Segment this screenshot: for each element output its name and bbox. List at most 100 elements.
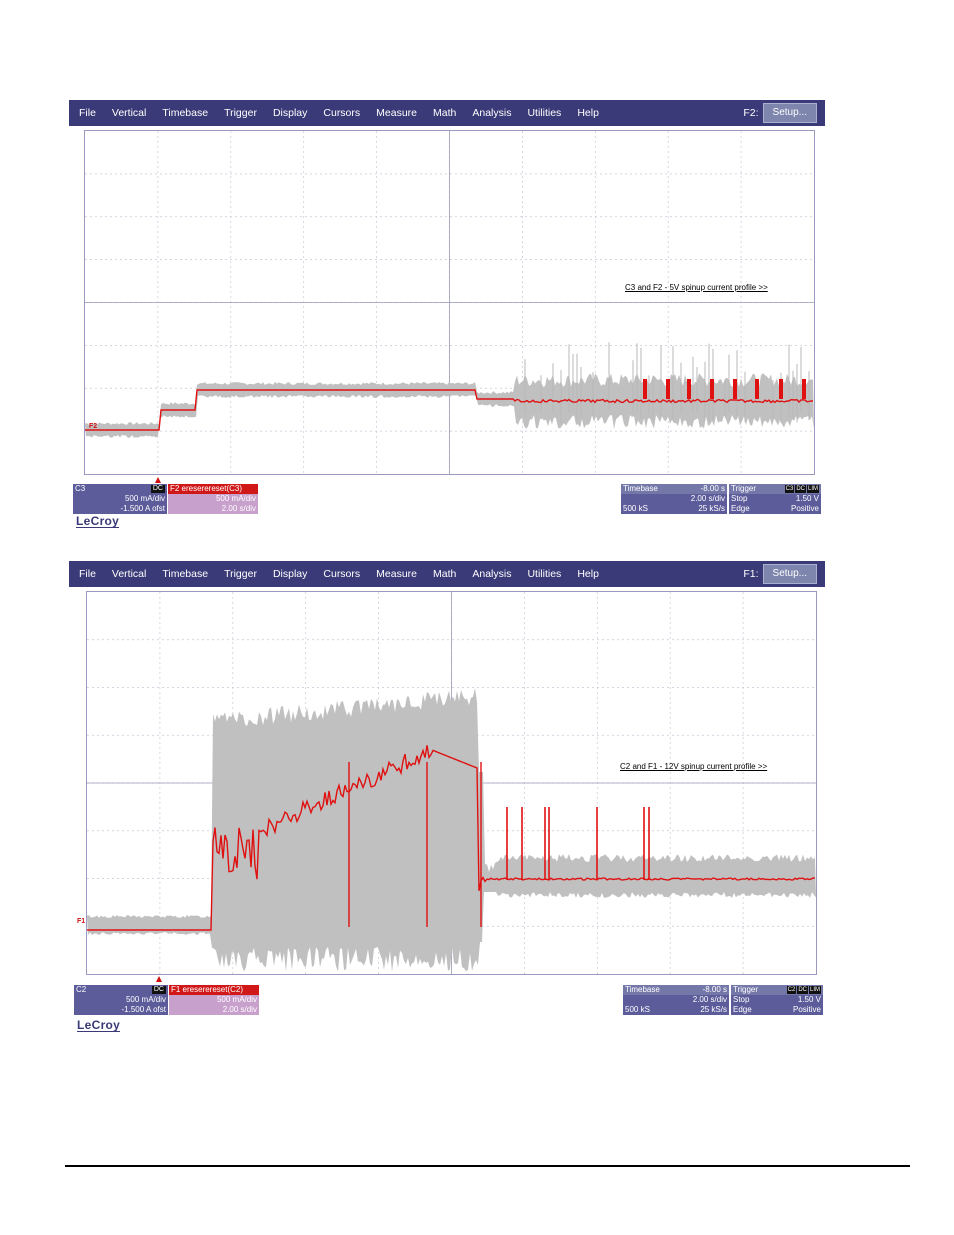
trace-pulse bbox=[643, 379, 647, 399]
trigger-type: Edge bbox=[733, 1005, 752, 1014]
trigger-tag: C2 bbox=[786, 986, 797, 994]
trace-pulse bbox=[687, 379, 691, 399]
trigger-label: Trigger bbox=[733, 985, 759, 994]
menu-cursors[interactable]: Cursors bbox=[323, 107, 361, 119]
waveform-svg bbox=[85, 131, 814, 474]
menu-trigger[interactable]: Trigger bbox=[224, 568, 257, 580]
trigger-descriptor[interactable]: Trigger C2 DC LIM Stop 1.50 V Edge Positive bbox=[731, 985, 823, 1015]
math-scale: 500 mA/div bbox=[215, 494, 256, 503]
trigger-descriptor[interactable]: Trigger C3 DC LIM Stop 1.50 V Edge Positive bbox=[729, 484, 821, 514]
timebase-descriptor[interactable]: Timebase -8.00 s 2.00 s/div 500 kS 25 kS/s bbox=[623, 985, 729, 1015]
function-label: F1: bbox=[743, 568, 759, 580]
menu-timebase[interactable]: Timebase bbox=[162, 107, 209, 119]
function-setup: F2: Setup... bbox=[743, 100, 825, 126]
setup-button[interactable]: Setup... bbox=[762, 564, 817, 584]
channel-name: C3 bbox=[75, 484, 86, 493]
timebase-rate: 25 kS/s bbox=[700, 1005, 727, 1014]
menu-bar: File Vertical Timebase Trigger Display C… bbox=[69, 561, 825, 587]
menu-math[interactable]: Math bbox=[433, 568, 457, 580]
trigger-level: 1.50 V bbox=[797, 995, 821, 1004]
waveform-annotation: C3 and F2 - 5V spinup current profile >> bbox=[625, 283, 768, 292]
menu-file[interactable]: File bbox=[79, 107, 96, 119]
trigger-tag: C3 bbox=[784, 485, 795, 493]
menu-analysis[interactable]: Analysis bbox=[472, 107, 512, 119]
timebase-per-div: 2.00 s/div bbox=[692, 995, 727, 1004]
timebase-delay: -8.00 s bbox=[702, 985, 727, 994]
trigger-position-marker bbox=[156, 976, 162, 982]
menu-file[interactable]: File bbox=[79, 568, 96, 580]
menu-utilities[interactable]: Utilities bbox=[527, 568, 562, 580]
waveform-grid[interactable]: F1 C2 and F1 - 12V spinup current profil… bbox=[77, 591, 817, 975]
timebase-samples: 500 kS bbox=[625, 1005, 650, 1014]
math-time: 2.00 s/div bbox=[221, 504, 256, 513]
math-descriptor[interactable]: F2 ereserereset(C3) 500 mA/div 2.00 s/di… bbox=[168, 484, 258, 514]
trace-pulse bbox=[710, 379, 714, 399]
trigger-type: Edge bbox=[731, 504, 750, 513]
trigger-slope: Positive bbox=[790, 504, 819, 513]
timebase-rate: 25 kS/s bbox=[698, 504, 725, 513]
trigger-tag: LIM bbox=[808, 986, 821, 994]
menu-trigger[interactable]: Trigger bbox=[224, 107, 257, 119]
menu-timebase[interactable]: Timebase bbox=[162, 568, 209, 580]
trigger-level: 1.50 V bbox=[795, 494, 819, 503]
menu-display[interactable]: Display bbox=[272, 107, 308, 119]
channel-scale: 500 mA/div bbox=[124, 494, 165, 503]
channel-descriptor[interactable]: C2 DC 500 mA/div -1.500 A ofst bbox=[74, 985, 168, 1015]
trace-pulse bbox=[755, 379, 759, 399]
scope-screen-12v: File Vertical Timebase Trigger Display C… bbox=[69, 561, 825, 1032]
menu-help[interactable]: Help bbox=[577, 568, 599, 580]
waveform-svg bbox=[87, 592, 816, 974]
trigger-label: Trigger bbox=[731, 484, 757, 493]
waveform-grid[interactable]: F2 C3 and F2 - 5V spinup current profile… bbox=[84, 130, 815, 475]
timebase-label: Timebase bbox=[625, 985, 660, 994]
menu-measure[interactable]: Measure bbox=[376, 107, 418, 119]
current-envelope bbox=[87, 688, 816, 972]
trigger-mode: Stop bbox=[733, 995, 750, 1004]
setup-button[interactable]: Setup... bbox=[762, 103, 817, 123]
timebase-descriptor[interactable]: Timebase -8.00 s 2.00 s/div 500 kS 25 kS/s bbox=[621, 484, 727, 514]
channel-name: C2 bbox=[76, 985, 87, 994]
menu-vertical[interactable]: Vertical bbox=[111, 107, 147, 119]
math-scale: 500 mA/div bbox=[216, 995, 257, 1004]
menu-utilities[interactable]: Utilities bbox=[527, 107, 562, 119]
trigger-tag: DC bbox=[795, 485, 806, 493]
current-trace bbox=[87, 745, 816, 931]
channel-descriptor[interactable]: C3 DC 500 mA/div -1.500 A ofst bbox=[73, 484, 167, 514]
channel-offset: -1.500 A ofst bbox=[120, 504, 165, 513]
trace-marker: F2 bbox=[89, 423, 98, 430]
function-label: F2: bbox=[743, 107, 759, 119]
menu-vertical[interactable]: Vertical bbox=[111, 568, 147, 580]
menu-help[interactable]: Help bbox=[577, 107, 599, 119]
coupling-badge: DC bbox=[150, 485, 165, 493]
function-setup: F1: Setup... bbox=[743, 561, 825, 587]
trigger-position-marker bbox=[155, 477, 161, 483]
waveform-annotation: C2 and F1 - 12V spinup current profile >… bbox=[620, 762, 768, 771]
lecroy-logo: LeCroy bbox=[77, 1018, 121, 1032]
menu-bar: File Vertical Timebase Trigger Display C… bbox=[69, 100, 825, 126]
lecroy-logo: LeCroy bbox=[76, 514, 120, 528]
math-header: F1 ereserereset(C2) bbox=[171, 985, 244, 994]
current-trace bbox=[85, 389, 813, 431]
trace-pulse bbox=[666, 379, 670, 399]
trace-pulse bbox=[802, 379, 806, 399]
trace-pulse bbox=[733, 379, 737, 399]
math-header: F2 ereserereset(C3) bbox=[170, 484, 243, 493]
menu-analysis[interactable]: Analysis bbox=[472, 568, 512, 580]
channel-offset: -1.500 A ofst bbox=[121, 1005, 166, 1014]
menu-measure[interactable]: Measure bbox=[376, 568, 418, 580]
coupling-badge: DC bbox=[151, 986, 166, 994]
trigger-mode: Stop bbox=[731, 494, 748, 503]
trigger-slope: Positive bbox=[792, 1005, 821, 1014]
math-time: 2.00 s/div bbox=[222, 1005, 257, 1014]
menu-cursors[interactable]: Cursors bbox=[323, 568, 361, 580]
trigger-tag: DC bbox=[797, 986, 808, 994]
timebase-per-div: 2.00 s/div bbox=[690, 494, 725, 503]
math-descriptor[interactable]: F1 ereserereset(C2) 500 mA/div 2.00 s/di… bbox=[169, 985, 259, 1015]
scope-screen-5v: File Vertical Timebase Trigger Display C… bbox=[69, 100, 825, 540]
trigger-tag: LIM bbox=[806, 485, 819, 493]
trace-marker: F1 bbox=[77, 918, 86, 925]
menu-display[interactable]: Display bbox=[272, 568, 308, 580]
channel-scale: 500 mA/div bbox=[125, 995, 166, 1004]
trace-pulse bbox=[779, 379, 783, 399]
menu-math[interactable]: Math bbox=[433, 107, 457, 119]
